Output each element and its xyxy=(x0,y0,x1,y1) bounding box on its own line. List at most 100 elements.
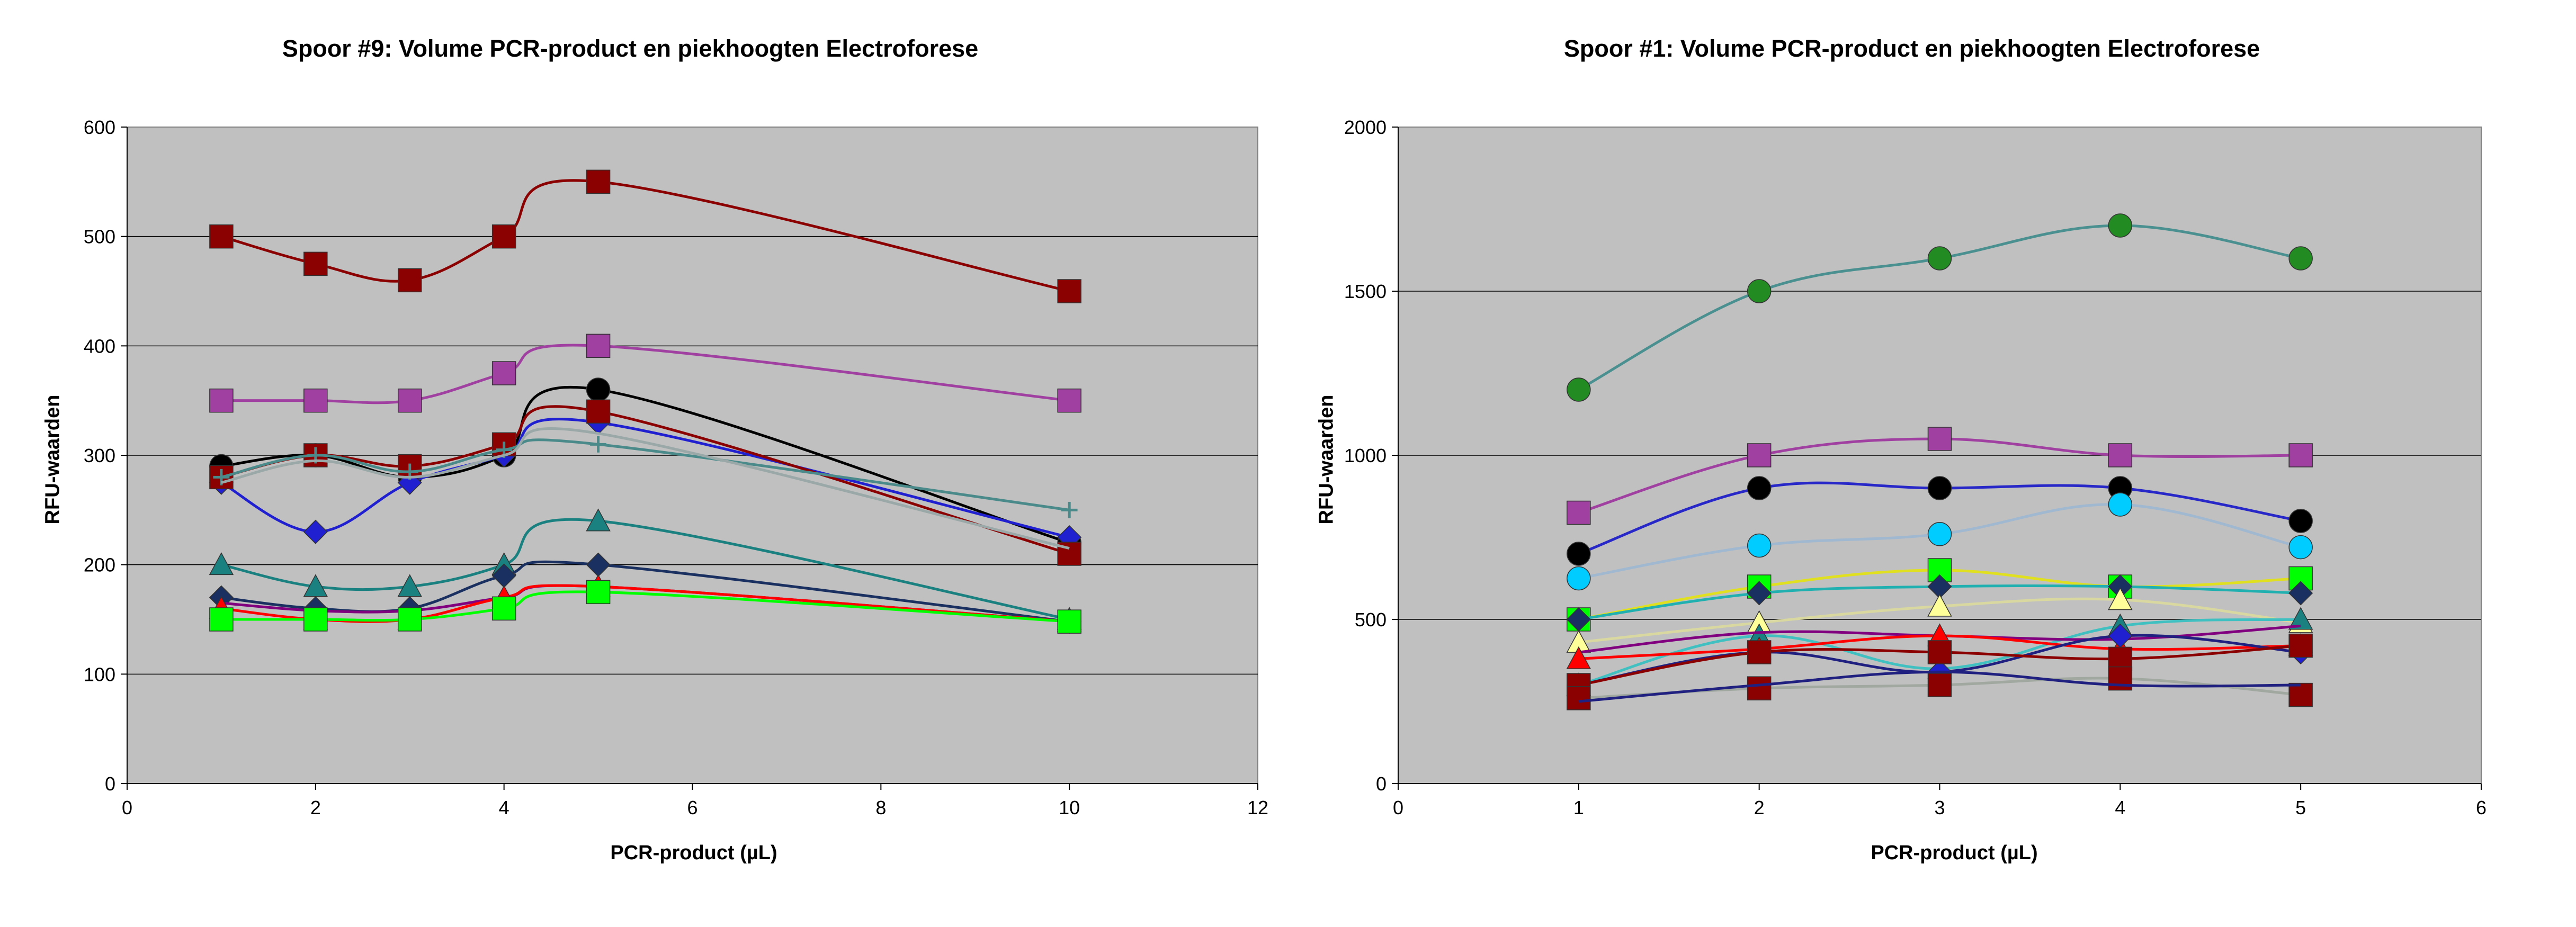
chart2-x-tick-label: 5 xyxy=(2295,797,2306,818)
chart1-data-point xyxy=(1057,388,1081,413)
chart2-title: Spoor #1: Volume PCR-product en piekhoog… xyxy=(1563,35,2260,62)
chart1-series-7 xyxy=(221,427,1070,550)
chart2-data-point xyxy=(1747,640,1772,664)
chart2-data-point xyxy=(2108,587,2133,610)
chart1-data-point xyxy=(586,334,611,358)
chart1-x-axis-title: PCR-product (µL) xyxy=(610,842,777,864)
chart1-x-tick-label: 8 xyxy=(875,797,886,818)
chart1-series-2 xyxy=(209,334,1081,413)
chart1-series-6 xyxy=(213,436,1078,518)
chart2-series-3 xyxy=(1567,476,2313,566)
chart1-plot: 0 100 200 300 400 500 600 0 2 4 6 8 10 12 xyxy=(84,116,1268,818)
chart2-series-12 xyxy=(1567,633,2313,697)
chart2-data-point xyxy=(2288,246,2313,271)
chart1-data-point xyxy=(586,169,611,194)
chart1-y-tick-label: 0 xyxy=(105,773,115,795)
chart1-series-1 xyxy=(209,169,1081,303)
chart1-y-tick-label: 200 xyxy=(84,554,115,576)
chart1-data-point xyxy=(1061,501,1078,518)
chart2-x-tick-label: 3 xyxy=(1934,797,1945,818)
chart2-data-point xyxy=(1747,443,1772,467)
chart2-series-2 xyxy=(1567,427,2313,525)
chart1-data-point xyxy=(209,607,234,632)
chart2-data-point xyxy=(1927,522,1952,546)
chart1-data-point xyxy=(590,436,606,453)
chart2-y-tick-label: 2000 xyxy=(1344,116,1387,138)
chart2-x-tick-label: 0 xyxy=(1393,797,1403,818)
chart1-data-point xyxy=(209,552,234,575)
chart2-data-point xyxy=(2108,213,2133,238)
chart2-y-tick-label: 1500 xyxy=(1344,281,1387,302)
chart1-y-tick-label: 100 xyxy=(84,663,115,685)
chart2-data-point xyxy=(1927,476,1952,500)
chart1-data-point xyxy=(303,519,328,544)
chart2-data-point xyxy=(1567,542,1591,566)
chart2-y-tick-label: 0 xyxy=(1376,773,1387,795)
chart1-data-point xyxy=(303,607,328,632)
chart2-x-axis-title: PCR-product (µL) xyxy=(1871,842,2038,864)
chart1-title: Spoor #9: Volume PCR-product en piekhoog… xyxy=(282,35,979,62)
chart1-x-tick-label: 6 xyxy=(687,797,697,818)
chart1-x-tick-label: 10 xyxy=(1059,797,1080,818)
chart1-y-tick-label: 600 xyxy=(84,116,115,138)
chart2-data-point xyxy=(2288,443,2313,467)
chart2-data-point xyxy=(1927,246,1952,271)
chart2-data-point xyxy=(1747,533,1772,558)
chart2-data-point xyxy=(1927,593,1952,617)
chart2-x-tick-label: 1 xyxy=(1573,797,1584,818)
chart1-data-point xyxy=(398,607,422,632)
chart1-data-point xyxy=(491,361,516,385)
chart2-data-point xyxy=(1567,500,1591,525)
chart1-data-point xyxy=(398,268,422,293)
chart2-data-point xyxy=(1747,676,1772,700)
chart1-y-tick-label: 500 xyxy=(84,226,115,248)
chart2-data-point xyxy=(2288,581,2313,606)
chart2-data-point xyxy=(1567,686,1591,710)
chart1-data-point xyxy=(491,224,516,249)
chart2-data-point xyxy=(1927,640,1952,664)
chart2-data-point xyxy=(1567,377,1591,402)
chart1-y-tick-label: 400 xyxy=(84,335,115,357)
chart2-data-point xyxy=(1927,673,1952,697)
chart1-data-point xyxy=(491,596,516,621)
chart1-x-tick-label: 12 xyxy=(1247,797,1268,818)
chart1-data-point xyxy=(586,508,611,532)
chart2-data-point xyxy=(2288,509,2313,533)
chart2-series-line xyxy=(1578,670,2301,703)
chart2-data-point xyxy=(1927,427,1952,451)
chart1-data-point xyxy=(209,388,234,413)
chart2-y-tick-label: 1000 xyxy=(1344,445,1387,466)
chart2-data-point xyxy=(2288,607,2313,630)
chart2-series-14 xyxy=(1578,670,2301,703)
chart2-x-tick-label: 4 xyxy=(2115,797,2125,818)
chart2-series-4 xyxy=(1567,492,2313,591)
chart1-data-point xyxy=(586,399,611,424)
chart2-data-point xyxy=(2108,492,2133,517)
chart2-data-point xyxy=(1566,646,1591,669)
chart2-data-point xyxy=(1747,476,1772,500)
chart2-data-point xyxy=(1747,279,1772,303)
chart2-data-point xyxy=(1747,581,1772,606)
chart1-y-tick-label: 300 xyxy=(84,445,115,466)
chart2-data-point xyxy=(1567,566,1591,591)
chart2-x-tick-label: 2 xyxy=(1754,797,1765,818)
chart1-data-point xyxy=(586,580,611,605)
chart1-data-point xyxy=(209,224,234,249)
chart2-series-1 xyxy=(1567,213,2313,402)
chart1-data-point xyxy=(303,251,328,276)
chart1-data-point xyxy=(303,388,328,413)
chart2-y-tick-label: 500 xyxy=(1355,609,1387,631)
chart1-data-point xyxy=(1057,279,1081,303)
chart1-series-12 xyxy=(209,580,1081,634)
chart2-data-point xyxy=(2108,443,2133,467)
chart2-data-point xyxy=(2288,682,2313,707)
chart1-x-tick-label: 2 xyxy=(310,797,321,818)
chart1-series-line xyxy=(221,427,1070,550)
chart1-x-tick-label: 0 xyxy=(122,797,132,818)
chart1-x-tick-label: 4 xyxy=(499,797,509,818)
chart2-data-point xyxy=(2108,666,2133,691)
chart2-data-point xyxy=(2288,535,2313,560)
chart2-data-point xyxy=(2288,633,2313,658)
